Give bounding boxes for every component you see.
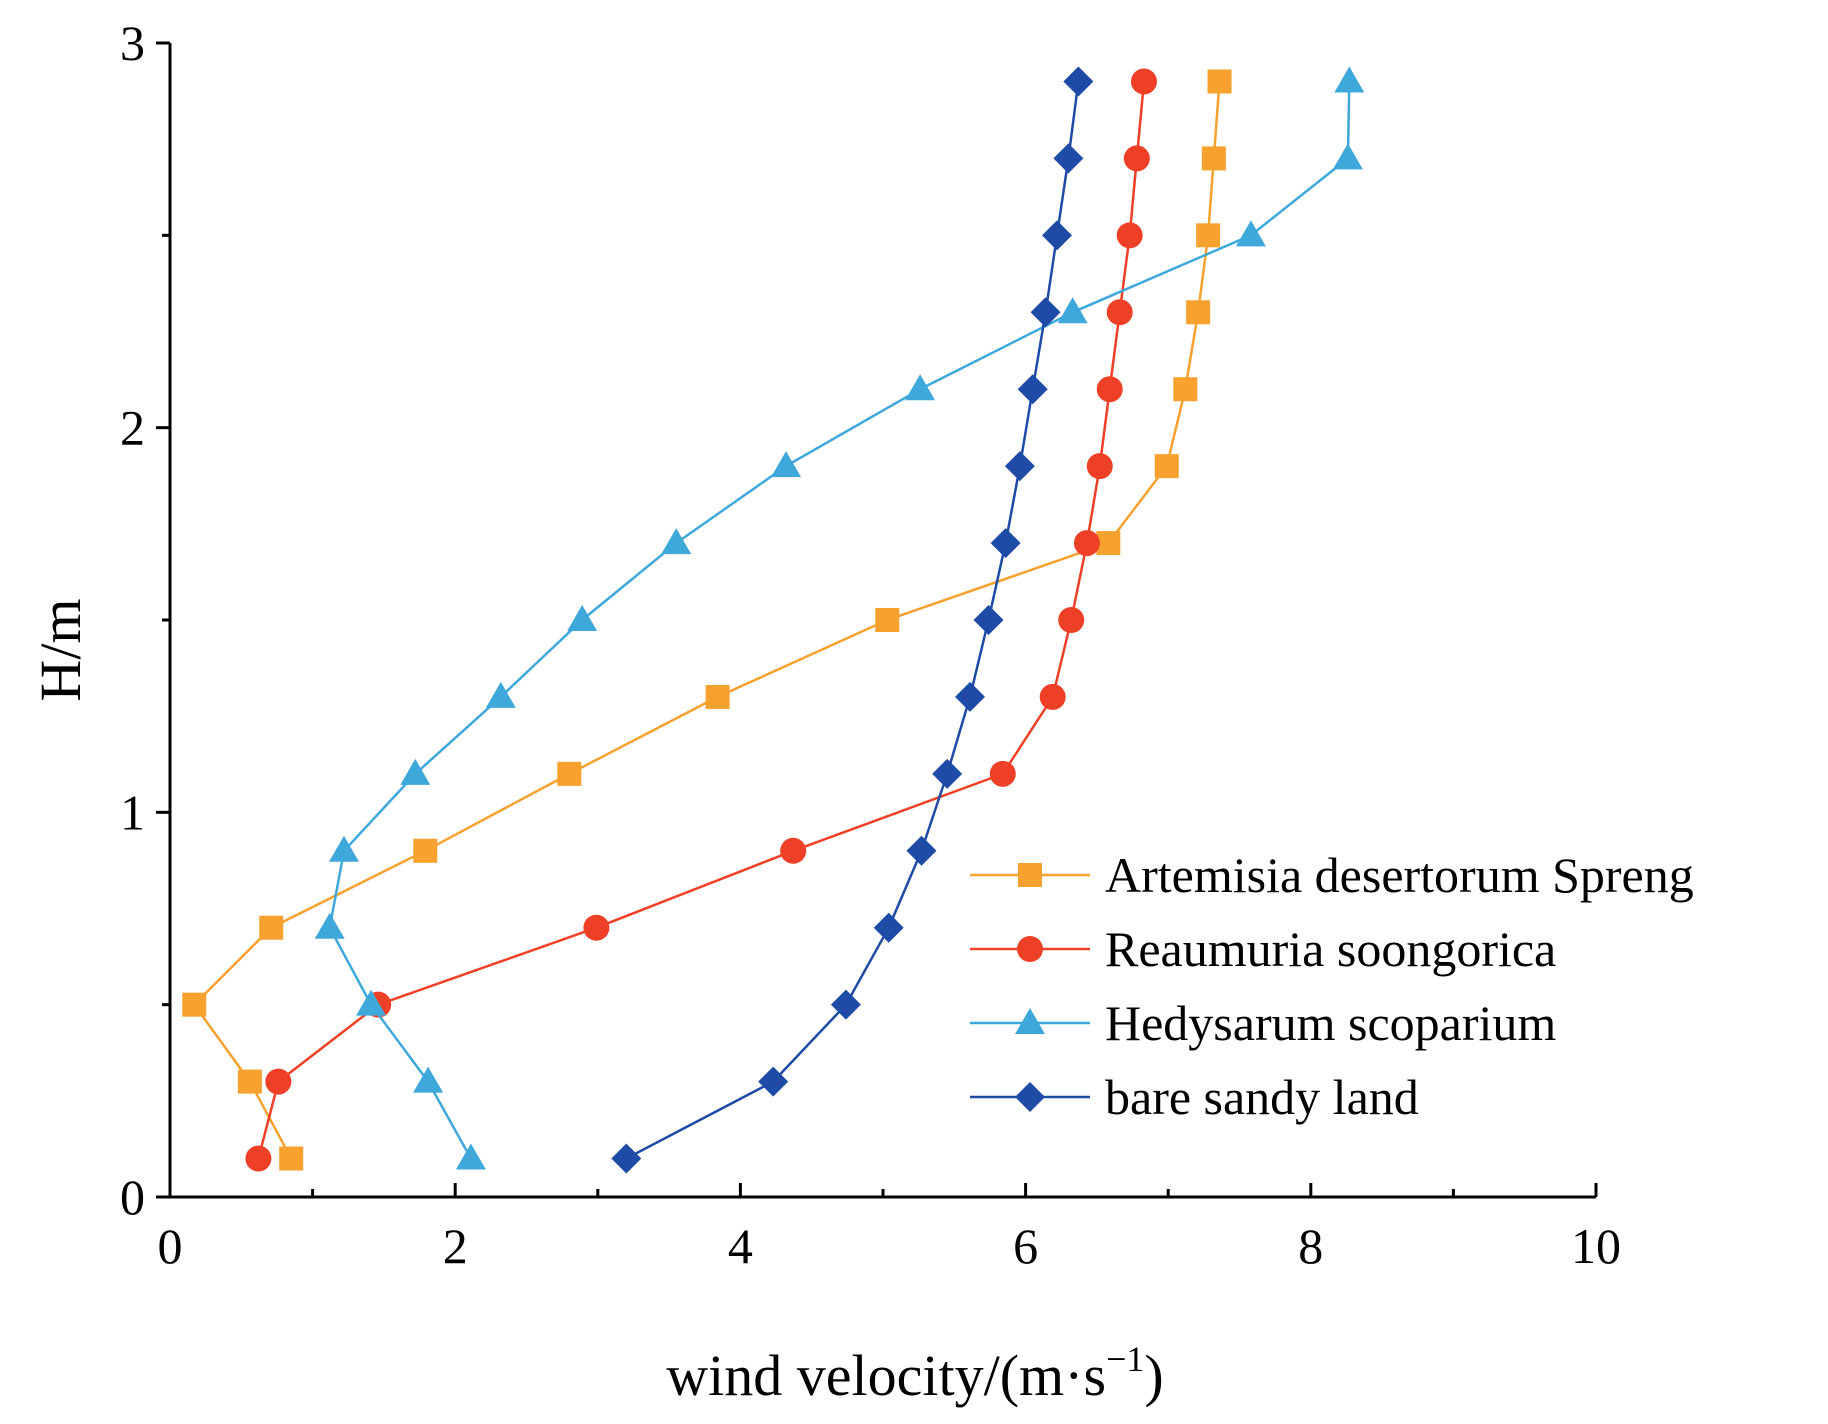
data-point: [1030, 297, 1061, 328]
data-point: [1063, 66, 1094, 97]
series-line: [257, 81, 1146, 1159]
legend-item: Reaumuria soongorica: [970, 921, 1556, 977]
legend-marker: [1017, 936, 1043, 962]
legend-item: Artemisia desertorum Spreng: [970, 847, 1694, 903]
data-point: [771, 451, 802, 478]
data-point: [279, 1146, 304, 1171]
legend-marker: [1015, 1082, 1045, 1112]
data-point: [875, 608, 900, 632]
data-point: [1058, 607, 1085, 633]
y-tick-label: 2: [120, 400, 145, 456]
data-point: [583, 914, 610, 941]
x-tick-label: 8: [1298, 1218, 1323, 1274]
data-point: [314, 912, 345, 939]
data-point: [265, 1068, 292, 1095]
series-1: [245, 68, 1157, 1172]
data-point: [1173, 377, 1198, 402]
x-axis-title: wind velocity/(m·s−1): [666, 1339, 1163, 1408]
data-point: [1186, 300, 1211, 325]
data-point: [905, 374, 936, 401]
data-point: [1196, 223, 1221, 248]
legend-label: Reaumuria soongorica: [1105, 921, 1556, 977]
data-point: [182, 992, 207, 1017]
x-tick-label: 0: [158, 1218, 183, 1274]
legend-marker: [1015, 1008, 1045, 1034]
data-point: [259, 915, 284, 940]
data-point: [990, 528, 1021, 559]
data-point: [400, 758, 431, 785]
legend-label: Hedysarum scoparium: [1105, 995, 1556, 1051]
data-point: [1041, 220, 1072, 251]
y-tick-label: 0: [120, 1169, 145, 1225]
y-axis-title: H/m: [28, 598, 93, 701]
x-tick-label: 10: [1571, 1218, 1621, 1274]
axes: 0 2 4 6 8 10 0 1 2 3: [120, 15, 1621, 1274]
data-point: [1106, 299, 1133, 326]
data-point: [1116, 222, 1143, 249]
data-point: [830, 989, 861, 1020]
x-tick-label: 4: [728, 1218, 753, 1274]
x-axis-title-close: ): [1144, 1343, 1163, 1408]
data-point: [932, 758, 963, 789]
legend-item: Hedysarum scoparium: [970, 995, 1556, 1051]
data-point: [1053, 143, 1084, 174]
data-point: [1073, 530, 1100, 557]
x-axis-title-main: wind velocity/(m·s: [666, 1343, 1106, 1408]
data-point: [780, 837, 807, 864]
data-point: [906, 835, 937, 866]
data-point: [1235, 220, 1266, 247]
data-point: [1039, 683, 1066, 710]
data-point: [245, 1145, 272, 1172]
series-layer: [182, 66, 1365, 1174]
legend-marker: [1018, 863, 1042, 887]
data-point: [413, 1066, 444, 1093]
data-point: [455, 1143, 486, 1170]
data-point: [989, 760, 1016, 787]
legend-item: bare sandy land: [970, 1069, 1419, 1125]
x-tick-label: 2: [443, 1218, 468, 1274]
data-point: [1207, 69, 1232, 94]
data-point: [356, 989, 387, 1016]
data-point: [1017, 374, 1048, 405]
data-point: [661, 528, 692, 555]
data-point: [873, 912, 904, 943]
data-point: [557, 761, 582, 786]
data-point: [1123, 145, 1150, 172]
data-point: [1154, 454, 1179, 479]
data-point: [1057, 297, 1088, 324]
data-point: [1086, 453, 1113, 480]
data-point: [705, 684, 730, 709]
y-tick-label: 1: [120, 784, 145, 840]
data-point: [1096, 376, 1123, 403]
data-point: [413, 838, 438, 863]
y-tick-label: 3: [120, 15, 145, 71]
data-point: [1334, 66, 1365, 93]
data-point: [973, 605, 1004, 635]
data-point: [611, 1143, 642, 1174]
data-point: [237, 1069, 262, 1094]
data-point: [1332, 143, 1363, 170]
data-point: [485, 681, 516, 708]
data-point: [758, 1066, 789, 1097]
series-0: [182, 69, 1232, 1171]
legend: Artemisia desertorum Spreng Reaumuria soo…: [970, 847, 1694, 1125]
data-point: [1130, 68, 1157, 95]
data-point: [567, 605, 598, 631]
legend-label: bare sandy land: [1105, 1069, 1419, 1125]
data-point: [1096, 531, 1121, 556]
x-tick-label: 6: [1013, 1218, 1038, 1274]
data-point: [1201, 146, 1226, 171]
data-point: [954, 681, 985, 712]
series-2: [314, 66, 1365, 1170]
legend-label: Artemisia desertorum Spreng: [1105, 847, 1694, 903]
x-axis-title-superscript: −1: [1106, 1339, 1144, 1379]
series-3: [611, 66, 1094, 1174]
data-point: [328, 835, 359, 862]
data-point: [1004, 451, 1035, 482]
